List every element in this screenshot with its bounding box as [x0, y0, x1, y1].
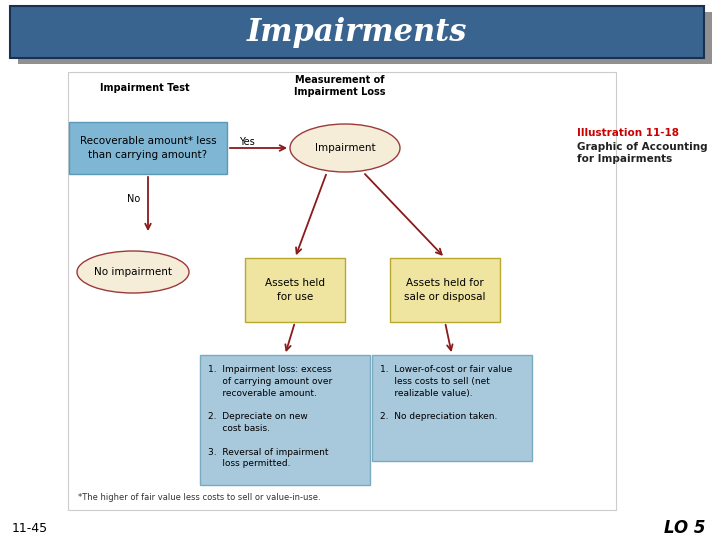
- Text: Illustration 11-18: Illustration 11-18: [577, 128, 679, 138]
- Text: Measurement of
Impairment Loss: Measurement of Impairment Loss: [294, 75, 386, 97]
- Text: LO 5: LO 5: [665, 519, 706, 537]
- FancyBboxPatch shape: [10, 6, 704, 58]
- Text: 11-45: 11-45: [12, 522, 48, 535]
- FancyBboxPatch shape: [69, 122, 227, 174]
- FancyBboxPatch shape: [68, 72, 616, 510]
- Text: No: No: [127, 194, 140, 204]
- Ellipse shape: [290, 124, 400, 172]
- Text: Assets held
for use: Assets held for use: [265, 279, 325, 302]
- Text: Recoverable amount* less
than carrying amount?: Recoverable amount* less than carrying a…: [80, 137, 216, 160]
- FancyBboxPatch shape: [390, 258, 500, 322]
- Text: Impairment Test: Impairment Test: [100, 83, 190, 93]
- Text: 1.  Lower-of-cost or fair value
     less costs to sell (net
     realizable val: 1. Lower-of-cost or fair value less cost…: [380, 365, 513, 421]
- Text: Yes: Yes: [239, 137, 255, 147]
- Text: No impairment: No impairment: [94, 267, 172, 277]
- Ellipse shape: [77, 251, 189, 293]
- FancyBboxPatch shape: [245, 258, 345, 322]
- Text: *The higher of fair value less costs to sell or value-in-use.: *The higher of fair value less costs to …: [78, 494, 320, 503]
- FancyBboxPatch shape: [200, 355, 370, 485]
- FancyBboxPatch shape: [372, 355, 532, 461]
- Text: Impairments: Impairments: [247, 17, 467, 49]
- FancyBboxPatch shape: [18, 12, 712, 64]
- Text: 1.  Impairment loss: excess
     of carrying amount over
     recoverable amount: 1. Impairment loss: excess of carrying a…: [208, 365, 332, 468]
- Text: Assets held for
sale or disposal: Assets held for sale or disposal: [404, 279, 486, 302]
- Text: Impairment: Impairment: [315, 143, 375, 153]
- Text: Graphic of Accounting
for Impairments: Graphic of Accounting for Impairments: [577, 142, 708, 164]
